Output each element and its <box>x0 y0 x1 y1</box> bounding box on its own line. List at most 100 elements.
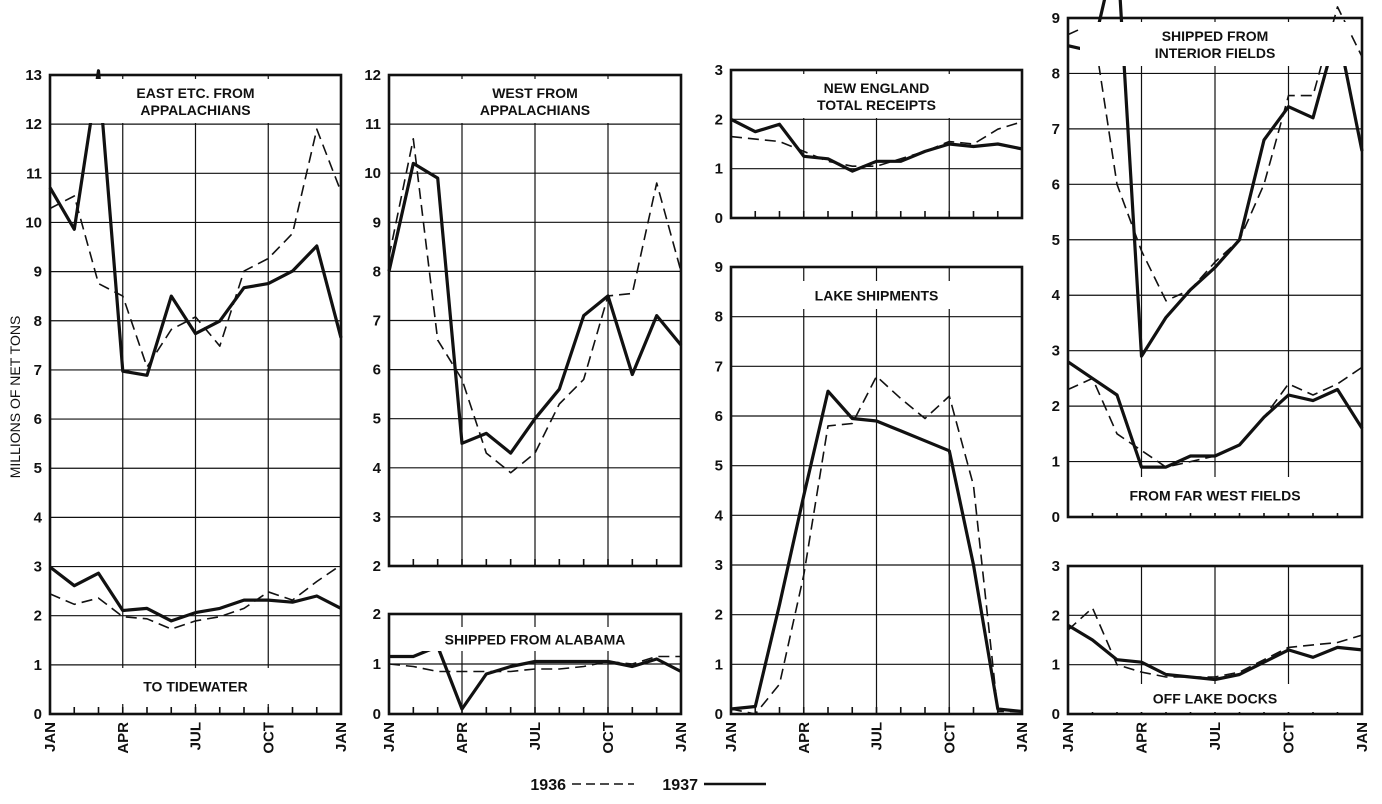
y-tick-label: 9 <box>715 259 723 276</box>
panel-title: EAST ETC. FROM <box>136 85 254 101</box>
y-tick-label: 7 <box>715 358 723 375</box>
x-tick-label: APR <box>454 722 471 754</box>
series-1936-line <box>1067 607 1363 678</box>
y-tick-label: 3 <box>373 509 381 526</box>
series-1937-line <box>387 161 683 455</box>
y-tick-label: 1 <box>1052 657 1060 674</box>
legend-label-1936: 1936 <box>530 777 566 794</box>
panel-frame <box>1066 16 1364 519</box>
y-tick-label: 8 <box>34 313 42 330</box>
y-tick-label: 12 <box>364 67 381 84</box>
y-tick-label: 9 <box>34 264 42 281</box>
x-tick-label: JUL <box>1207 722 1224 750</box>
series-1936-line <box>1067 6 1363 302</box>
y-tick-label: 0 <box>1052 706 1060 723</box>
y-tick-label: 2 <box>715 607 723 624</box>
panel-title: WEST FROM <box>492 85 578 101</box>
x-tick-label: JAN <box>1354 722 1371 752</box>
y-tick-label: 0 <box>1052 509 1060 526</box>
y-tick-label: 6 <box>373 362 381 379</box>
y-tick-label: 5 <box>1052 232 1060 249</box>
y-tick-label: 3 <box>1052 343 1060 360</box>
y-tick-label: 4 <box>1052 287 1061 304</box>
y-tick-label: 1 <box>373 656 381 673</box>
panel-title: INTERIOR FIELDS <box>1155 45 1276 61</box>
series-1937-line <box>730 389 1023 714</box>
y-tick-label: 13 <box>25 67 42 84</box>
panel-title: APPALACHIANS <box>140 102 250 118</box>
y-tick-label: 2 <box>373 606 381 623</box>
series-1937-line <box>49 565 342 623</box>
y-tick-label: 2 <box>34 608 42 625</box>
y-tick-label: 3 <box>715 557 723 574</box>
y-tick-label: 2 <box>1052 607 1060 624</box>
y-tick-label: 8 <box>373 263 381 280</box>
y-tick-label: 0 <box>715 210 723 227</box>
title-box <box>1075 477 1355 513</box>
y-tick-label: 3 <box>1052 558 1060 575</box>
panel-lake-shipments: 0 1 2 3 4 5 6 7 8 9 JAN APR JUL OCT JAN LAKE SHIPMENTS <box>715 259 1031 754</box>
x-tick-label: OCT <box>941 722 958 754</box>
legend: 1936 1937 <box>530 777 766 794</box>
series-1936-line <box>49 564 342 630</box>
x-tick-label: OCT <box>600 722 617 754</box>
y-tick-label: 1 <box>34 657 42 674</box>
panel-title: LAKE SHIPMENTS <box>815 288 939 304</box>
x-tick-label: JUL <box>527 722 544 750</box>
panel-off-lake-docks: 0 1 2 3 JAN APR JUL OCT JAN OFF LAKE DOCKS <box>1052 558 1371 754</box>
y-axis-label: MILLIONS OF NET TONS <box>7 316 23 479</box>
title-box <box>1080 22 1350 66</box>
x-tick-label: JAN <box>1014 722 1031 752</box>
y-tick-label: 1 <box>715 161 723 178</box>
legend-label-1937: 1937 <box>662 777 698 794</box>
x-tick-label: APR <box>1134 722 1151 754</box>
x-tick-label: JAN <box>333 722 350 752</box>
series-1937-line <box>1067 623 1363 682</box>
y-tick-label: 4 <box>373 460 382 477</box>
series-1937-line <box>1067 0 1364 358</box>
panel-title: TOTAL RECEIPTS <box>817 97 936 113</box>
y-tick-label: 7 <box>1052 121 1060 138</box>
y-tick-label: 6 <box>34 411 42 428</box>
panel-title: SHIPPED FROM ALABAMA <box>445 632 626 648</box>
series-1937-line <box>730 117 1023 173</box>
y-tick-label: 4 <box>34 509 43 526</box>
y-tick-label: 2 <box>373 558 381 575</box>
x-tick-label: JAN <box>723 722 740 752</box>
y-tick-label: 5 <box>373 411 381 428</box>
y-tick-label: 6 <box>1052 176 1060 193</box>
x-tick-label: APR <box>115 722 132 754</box>
y-tick-label: 1 <box>715 656 723 673</box>
x-tick-label: JUL <box>869 722 886 750</box>
y-tick-label: 0 <box>373 706 381 723</box>
y-tick-label: 6 <box>715 408 723 425</box>
panel-title: SHIPPED FROM <box>1162 28 1269 44</box>
y-tick-label: 3 <box>715 62 723 79</box>
title-box <box>741 281 1012 309</box>
series-1936-line <box>388 138 682 474</box>
panel-frame <box>1066 564 1364 716</box>
y-tick-label: 10 <box>25 214 42 231</box>
panel-frame <box>387 73 683 568</box>
panel-title: APPALACHIANS <box>480 102 590 118</box>
y-tick-label: 8 <box>1052 65 1060 82</box>
y-tick-label: 0 <box>34 706 42 723</box>
panel-shipped-from-alabama: 0 1 2 JAN APR JUL OCT JAN SHIPPED FROM ALABAMA <box>373 606 690 754</box>
y-tick-label: 4 <box>715 507 724 524</box>
title-box <box>400 627 670 651</box>
x-tick-label: OCT <box>260 722 277 754</box>
y-tick-label: 1 <box>1052 454 1060 471</box>
x-tick-label: APR <box>796 722 813 754</box>
panel-frame <box>729 68 1024 220</box>
y-tick-label: 5 <box>715 458 723 475</box>
series-1936-line <box>49 128 342 368</box>
x-tick-label: JAN <box>381 722 398 752</box>
series-1937-line <box>1067 360 1364 469</box>
x-tick-label: JAN <box>42 722 59 752</box>
